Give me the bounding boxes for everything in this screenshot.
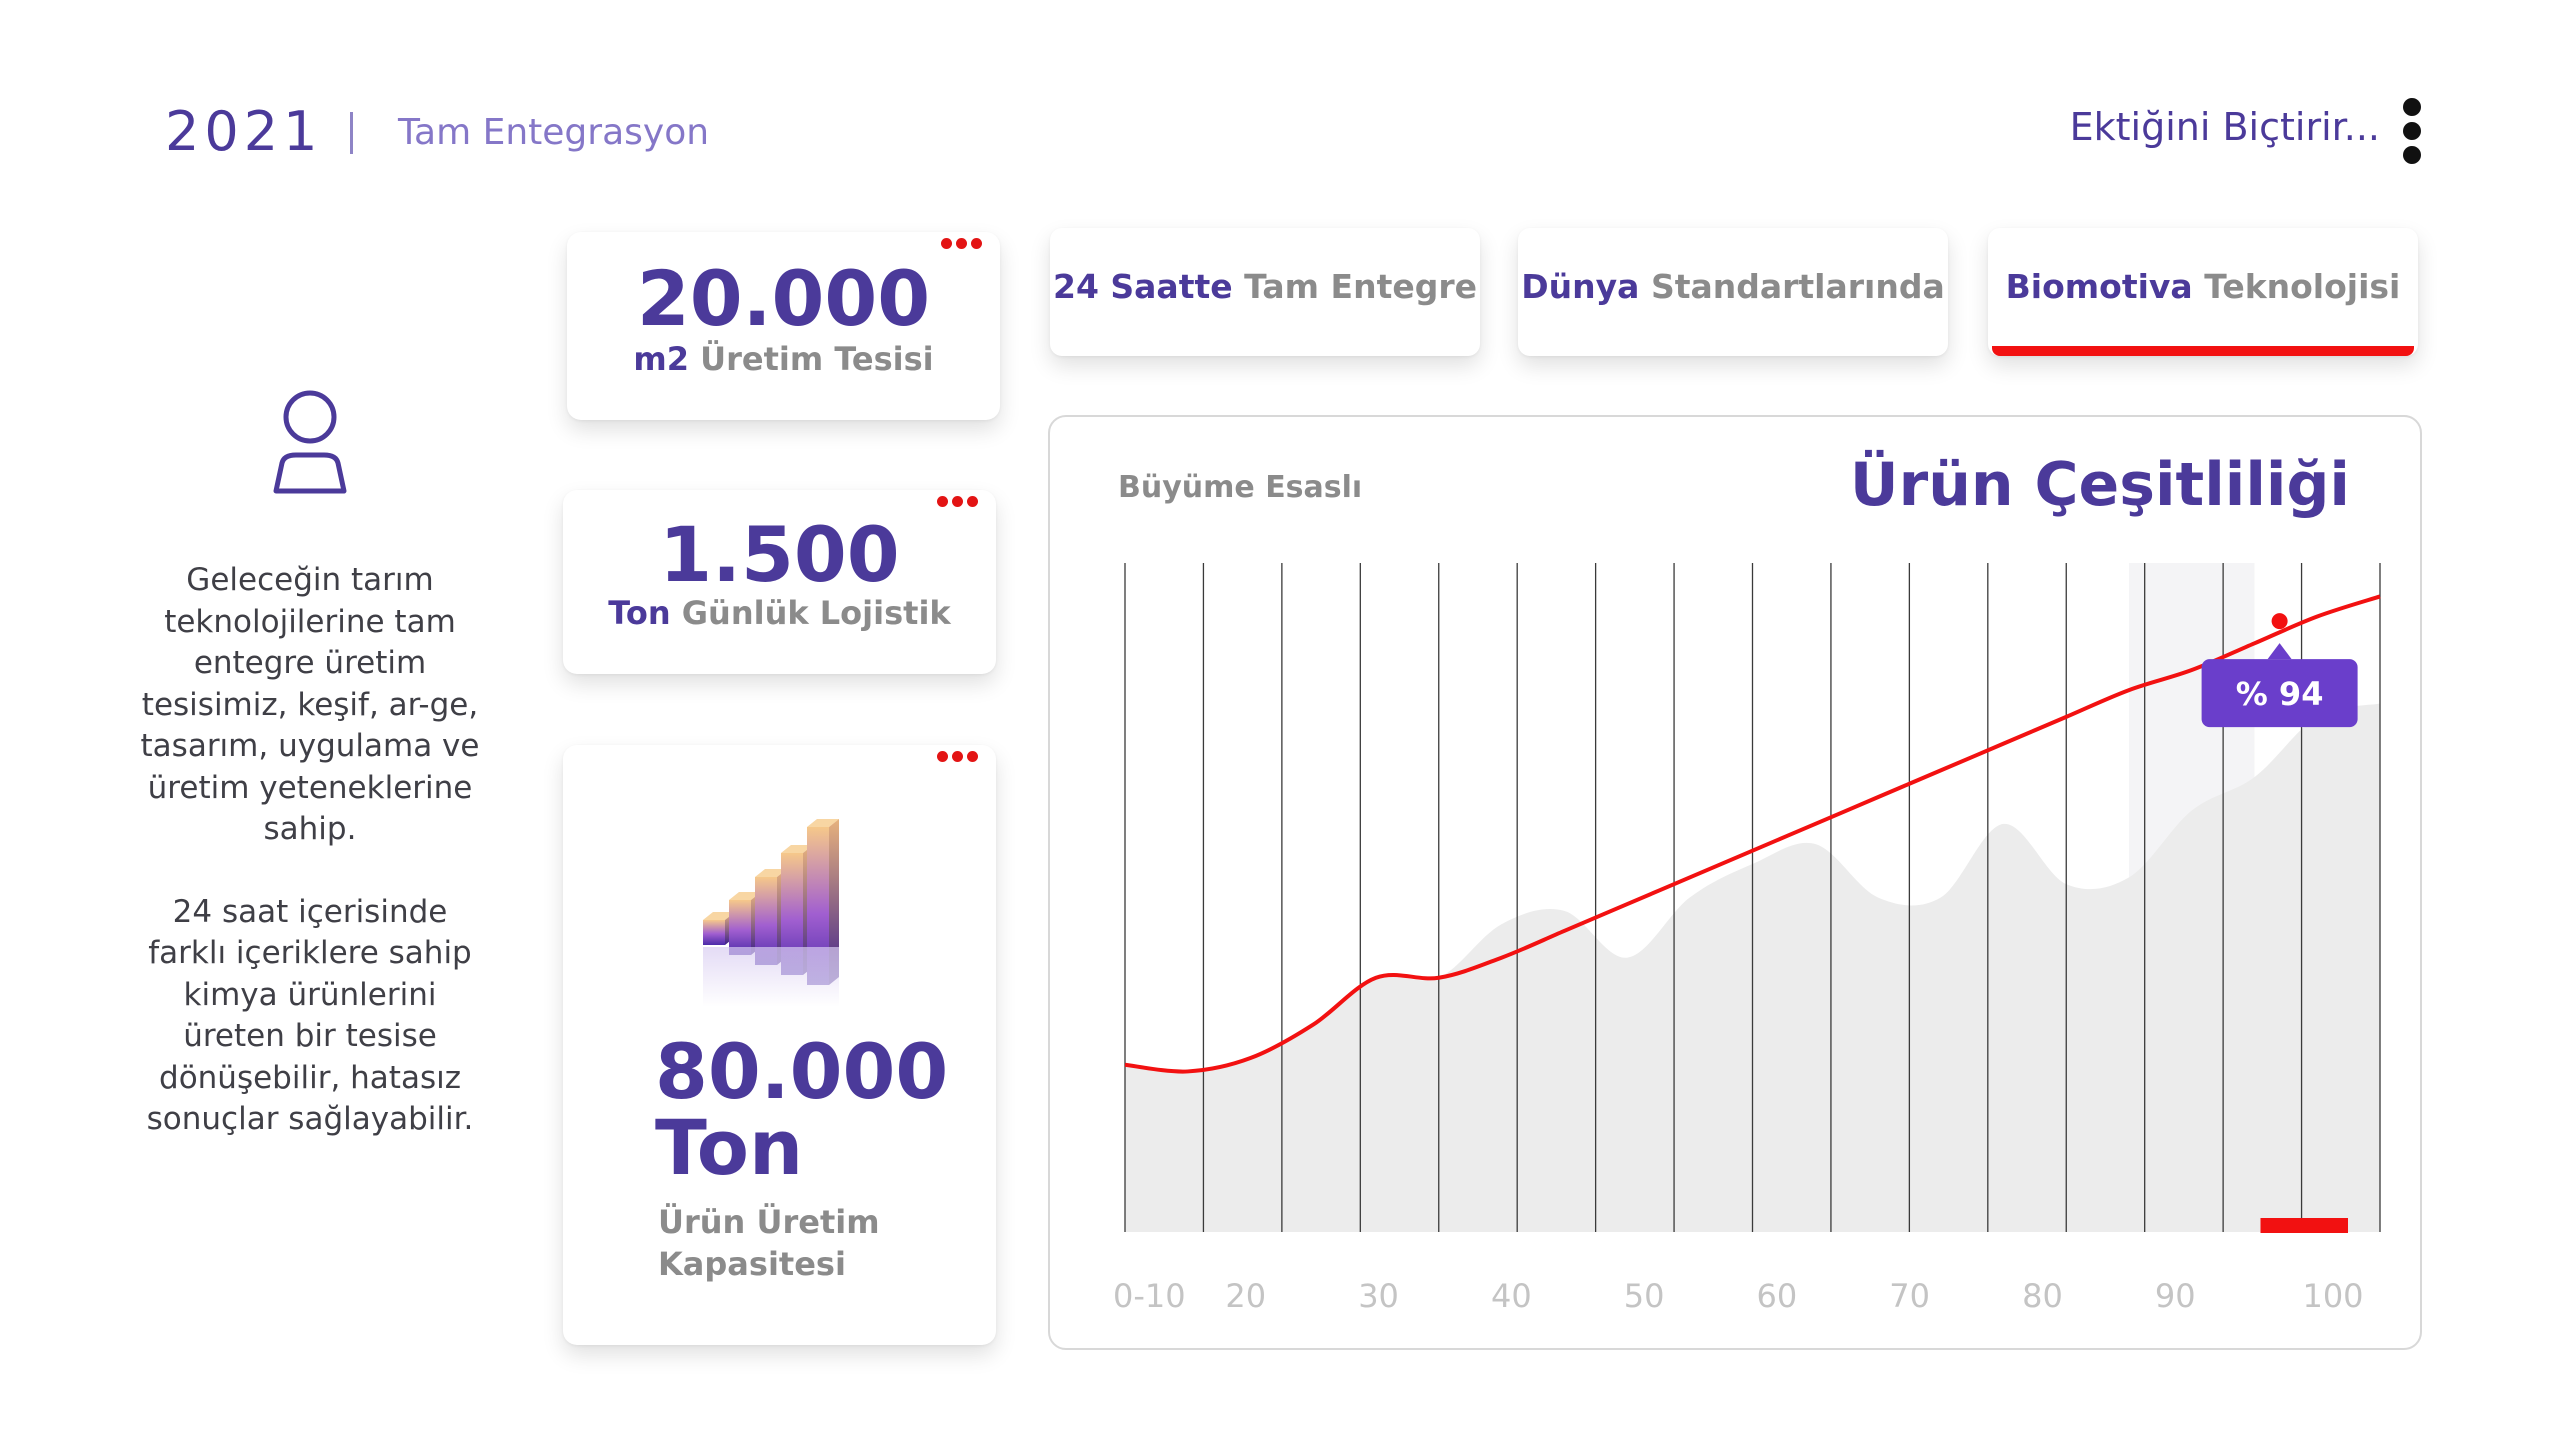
stat-value-unit: Ton xyxy=(655,1103,804,1192)
stat-caption-text: Günlük Lojistik xyxy=(681,594,951,632)
stat-unit: Ton xyxy=(608,594,671,632)
stat-unit: m2 xyxy=(633,340,689,378)
sidebar-paragraph-2: 24 saat içerisinde farklı içeriklere sah… xyxy=(146,893,474,1138)
stat-caption-line-2: Kapasitesi xyxy=(658,1245,846,1283)
x-tick-label: 0-10 xyxy=(1113,1277,1186,1315)
stat-card-capacity: 80.000 Ton Ürün Üretim Kapasitesi xyxy=(563,745,996,1345)
x-tick-label: 70 xyxy=(1889,1277,1930,1315)
x-tick-label: 20 xyxy=(1225,1277,1266,1315)
growth-chart: % 94 0-10 20 30 40 50 60 70 80 90 100 xyxy=(1113,563,2381,1315)
tab-tam-entegre[interactable]: 24 Saatte Tam Entegre xyxy=(1050,228,1480,356)
badge-label: % 94 xyxy=(2236,675,2324,713)
highlight-range-bar xyxy=(2260,1218,2348,1233)
x-tick-label: 60 xyxy=(1757,1277,1798,1315)
x-tick-label: 50 xyxy=(1624,1277,1665,1315)
header-year: 2021 xyxy=(165,100,323,163)
tab-label-bold: 24 Saatte xyxy=(1052,267,1233,306)
header-divider xyxy=(350,112,353,154)
chart-title: Ürün Çeşitliliği xyxy=(1849,450,2350,520)
x-tick-label: 80 xyxy=(2022,1277,2063,1315)
tab-label: Tam Entegre xyxy=(1244,267,1478,306)
card-more-icon[interactable] xyxy=(941,238,982,249)
stat-value: 20.000 xyxy=(636,254,931,343)
bar-chart-3d-icon xyxy=(703,819,839,1007)
header-subtitle: Tam Entegrasyon xyxy=(398,112,710,153)
header-tagline: Ektiğini Biçtirir... xyxy=(2069,105,2380,149)
sidebar-description: Geleceğin tarım teknolojilerine tam ente… xyxy=(140,560,480,1182)
stat-value: 1.500 xyxy=(659,510,900,599)
tab-label-bold: Biomotiva xyxy=(2005,267,2193,306)
x-tick-label: 100 xyxy=(2302,1277,2363,1315)
sidebar-paragraph-1: Geleceğin tarım teknolojilerine tam ente… xyxy=(140,562,480,847)
line-series xyxy=(1124,594,2381,1074)
stat-caption: Ton Günlük Lojistik xyxy=(563,594,996,632)
stat-value: 80.000 xyxy=(655,1027,949,1116)
tab-label-bold: Dünya xyxy=(1521,267,1640,306)
stat-card-production-area: 20.000 m2 Üretim Tesisi xyxy=(567,232,1000,420)
x-tick-label: 90 xyxy=(2155,1277,2196,1315)
x-tick-label: 30 xyxy=(1358,1277,1399,1315)
card-more-icon[interactable] xyxy=(937,496,978,507)
chart-subtitle: Büyüme Esaslı xyxy=(1118,470,1363,505)
highlight-point xyxy=(2271,613,2288,630)
x-tick-label: 40 xyxy=(1491,1277,1532,1315)
tab-dunya-standartlari[interactable]: Dünya Standartlarında xyxy=(1518,228,1948,356)
card-more-icon[interactable] xyxy=(937,751,978,762)
tab-label: Teknolojisi xyxy=(2204,267,2401,306)
stat-caption-text: Üretim Tesisi xyxy=(700,340,934,378)
stat-card-logistics: 1.500 Ton Günlük Lojistik xyxy=(563,490,996,674)
kebab-menu-icon[interactable] xyxy=(2400,98,2424,166)
badge xyxy=(2201,659,2358,728)
tab-label: Standartlarında xyxy=(1650,267,1945,306)
badge-pointer xyxy=(2267,643,2292,660)
tab-biomotiva-teknolojisi[interactable]: Biomotiva Teknolojisi xyxy=(1988,228,2418,356)
stat-caption: m2 Üretim Tesisi xyxy=(567,340,1000,378)
user-icon xyxy=(273,390,347,494)
stat-caption-line-1: Ürün Üretim xyxy=(658,1203,880,1241)
